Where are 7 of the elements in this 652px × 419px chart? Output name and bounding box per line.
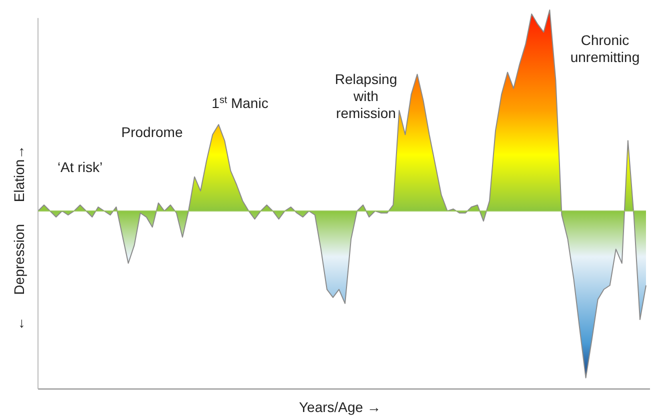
annotation: Prodrome: [121, 124, 183, 140]
x-axis-title: Years/Age →: [299, 399, 381, 415]
annotation: Chronic unremitting: [570, 32, 640, 65]
annotation: ‘At risk’: [57, 159, 103, 175]
annotation: 1$^{st}$ Manic: [212, 94, 268, 111]
annotation: Relapsing with remission: [334, 71, 398, 121]
y-axis-title: ← Depression Elation→: [11, 145, 27, 331]
